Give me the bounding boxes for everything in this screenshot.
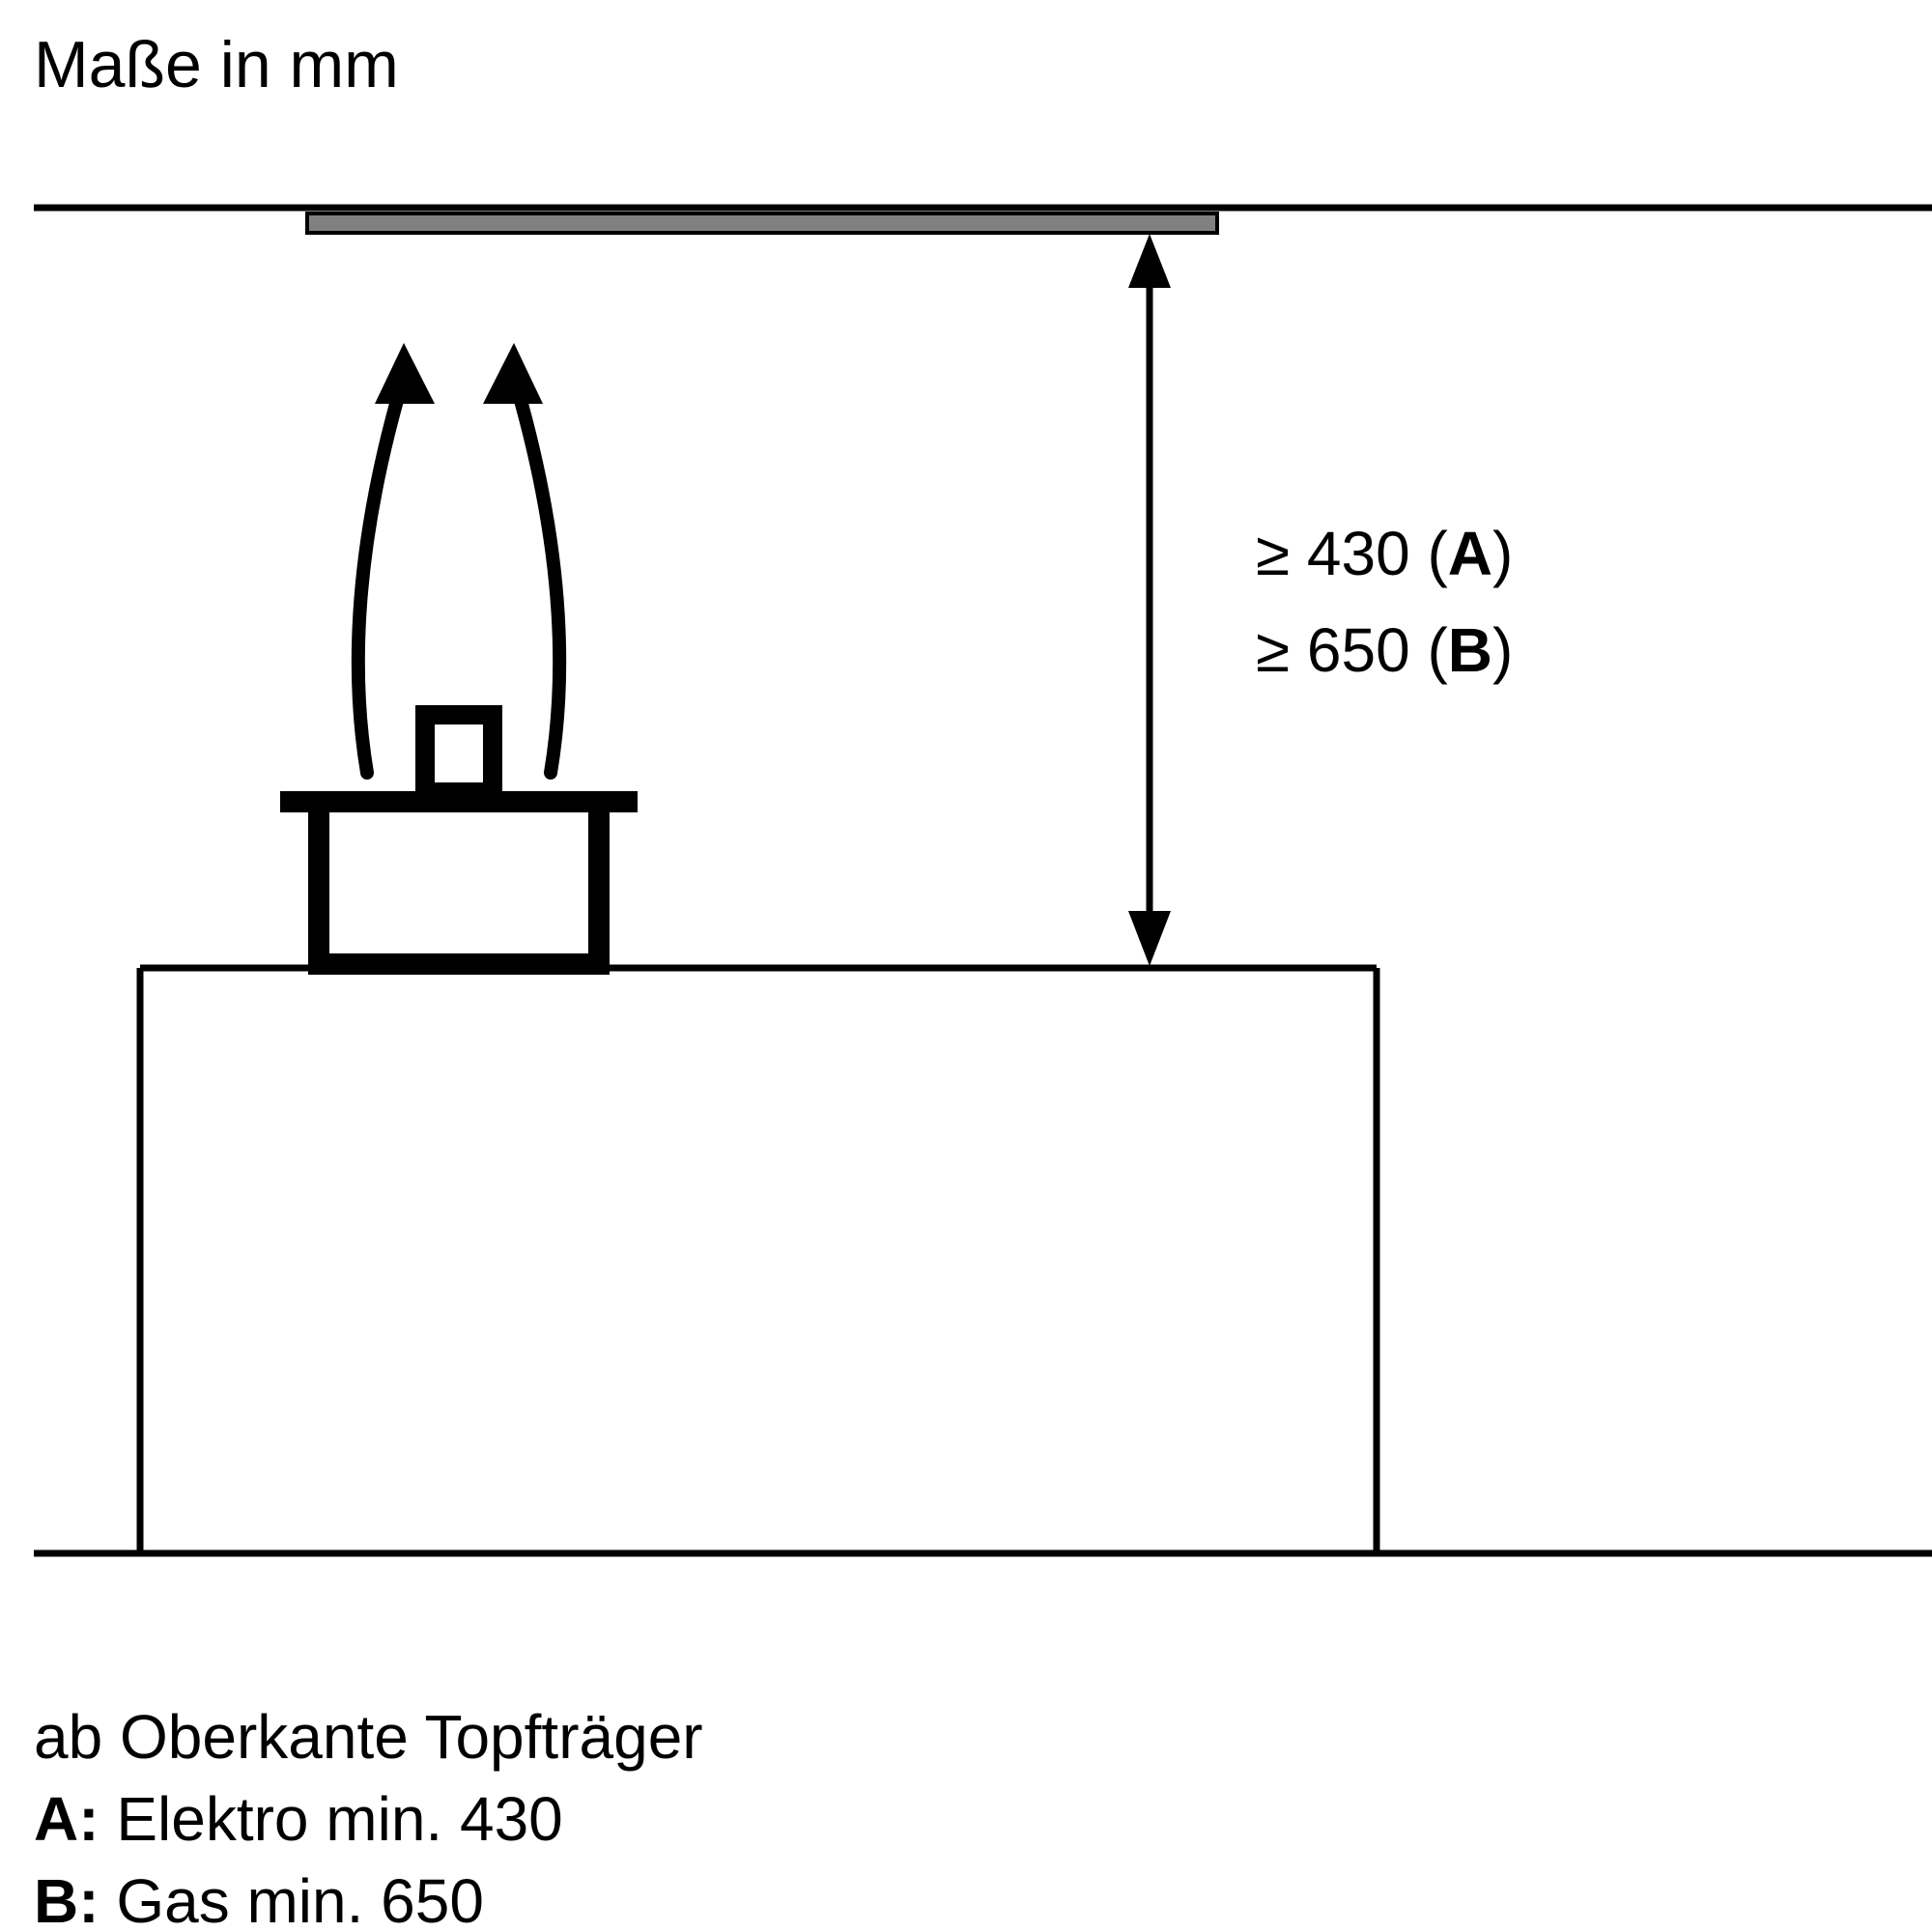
diagram-container: Maße in mm xyxy=(0,0,1932,1932)
footer-line-1: ab Oberkante Topfträger xyxy=(34,1702,703,1772)
footer-line-2: A: Elektro min. 430 xyxy=(34,1784,563,1854)
diagram-title: Maße in mm xyxy=(34,28,399,101)
dimension-label-a: ≥ 430 (A) xyxy=(1256,519,1513,588)
pot-icon xyxy=(280,715,638,964)
hood-icon xyxy=(307,213,1217,233)
footer-line-3: B: Gas min. 650 xyxy=(34,1866,484,1932)
technical-diagram-svg: Maße in mm xyxy=(0,0,1932,1932)
dimension-label-b: ≥ 650 (B) xyxy=(1256,615,1513,685)
dimension-arrow xyxy=(1128,234,1171,966)
